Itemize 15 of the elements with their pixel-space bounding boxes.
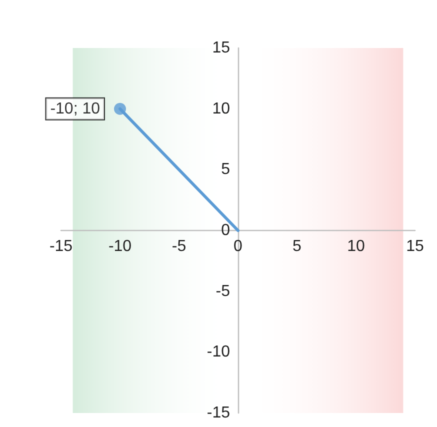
x-tick-label: -15 <box>49 238 73 255</box>
y-tick-label: 10 <box>212 100 230 118</box>
x-tick-label: 15 <box>406 238 424 255</box>
x-tick-label: 5 <box>292 238 302 255</box>
data-label: -10; 10 <box>50 100 100 118</box>
y-tick-label: -10 <box>206 344 230 361</box>
y-tick-label: 15 <box>212 40 230 56</box>
y-tick-label: -15 <box>206 404 230 422</box>
x-tick-label: 0 <box>234 238 243 255</box>
x-tick-label: 10 <box>347 238 365 255</box>
y-tick-label: 0 <box>221 222 230 239</box>
y-tick-label: -5 <box>216 282 230 300</box>
x-tick-label: -5 <box>172 238 186 255</box>
x-tick-label: -10 <box>108 238 132 255</box>
y-tick-label: 5 <box>221 161 230 178</box>
